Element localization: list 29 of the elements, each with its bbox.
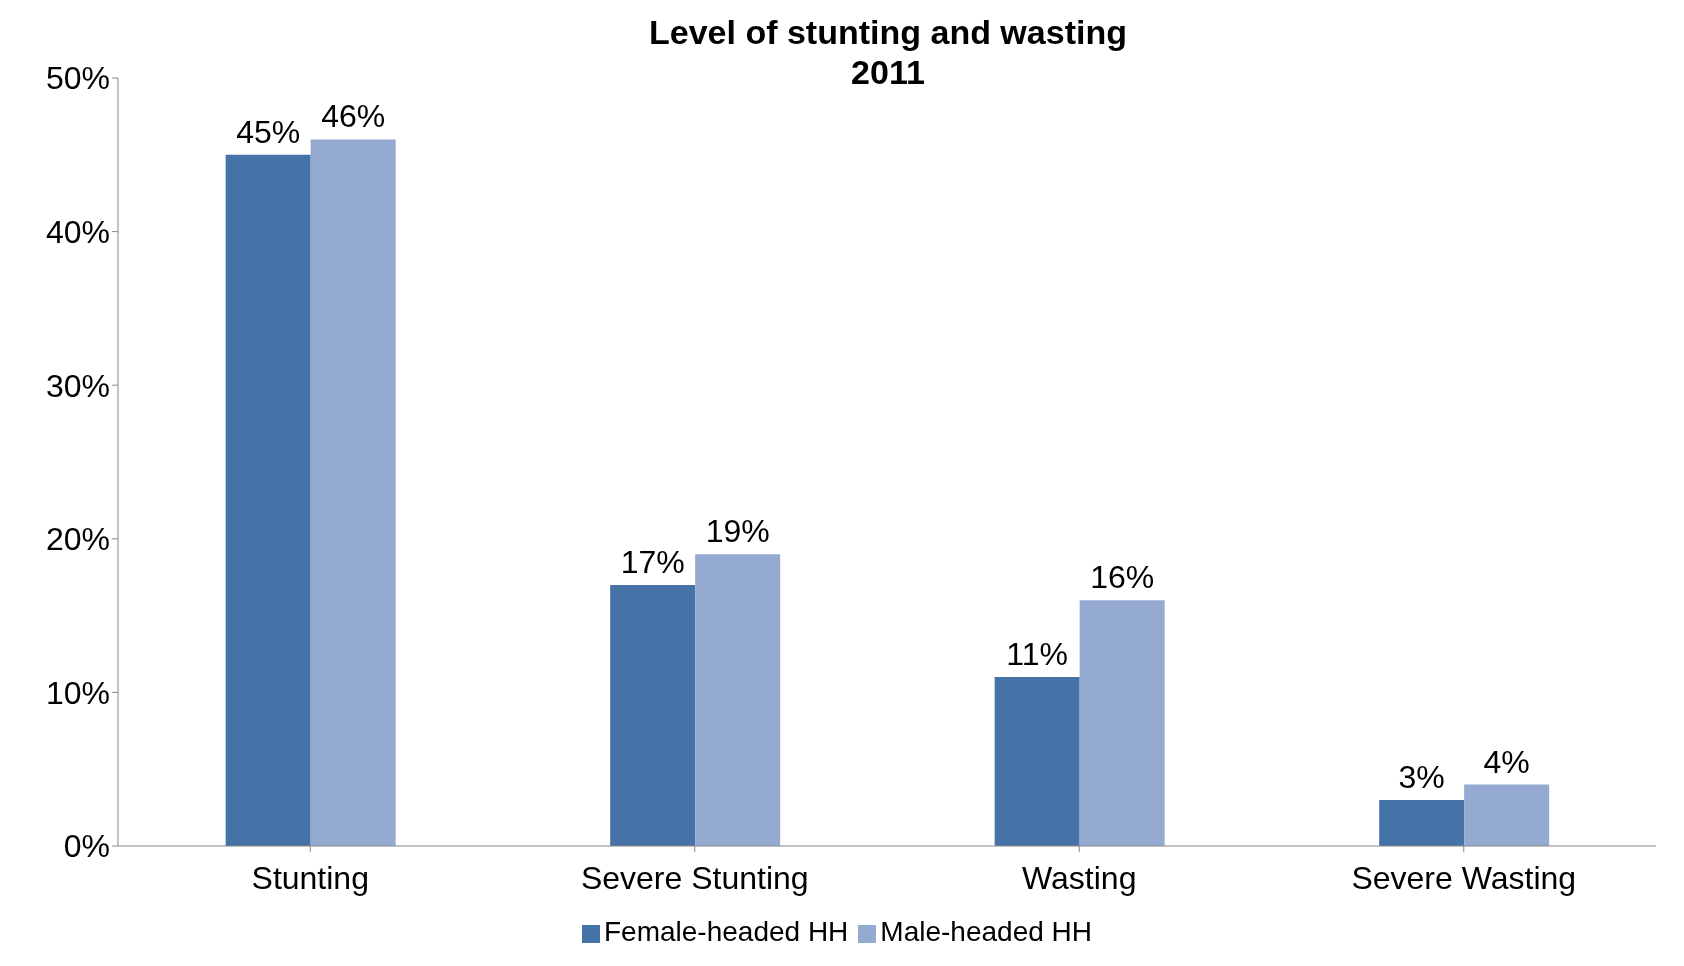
bar [1379, 799, 1465, 846]
y-tick-label: 20% [45, 521, 110, 558]
bar [695, 554, 781, 846]
legend-label: Male-headed HH [880, 916, 1092, 947]
bar [994, 677, 1080, 846]
x-tick-label: Severe Wasting [1351, 859, 1577, 896]
y-tick-label: 0% [63, 828, 110, 865]
bar [1464, 784, 1550, 846]
x-tick-label: Wasting [1022, 859, 1137, 896]
bar [1079, 600, 1165, 846]
data-label: 16% [1090, 559, 1155, 596]
data-label: 17% [620, 543, 685, 580]
y-tick-label: 40% [45, 213, 110, 250]
data-label: 11% [1006, 636, 1068, 673]
x-tick-label: Severe Stunting [580, 859, 809, 896]
chart-title: Level of stunting and wasting 2011 [649, 13, 1127, 91]
y-tick-label: 30% [45, 367, 110, 404]
y-tick-label: 50% [45, 60, 110, 97]
data-label: 45% [236, 113, 301, 150]
bar [310, 139, 396, 846]
legend-label: Female-headed HH [603, 916, 849, 947]
data-label: 4% [1483, 743, 1530, 780]
x-tick-label: Stunting [251, 859, 369, 896]
data-label: 19% [705, 513, 770, 550]
bar [610, 584, 696, 846]
data-label: 46% [321, 98, 386, 135]
bar [225, 154, 311, 846]
y-tick-label: 10% [45, 674, 110, 711]
data-label: 3% [1398, 758, 1445, 795]
